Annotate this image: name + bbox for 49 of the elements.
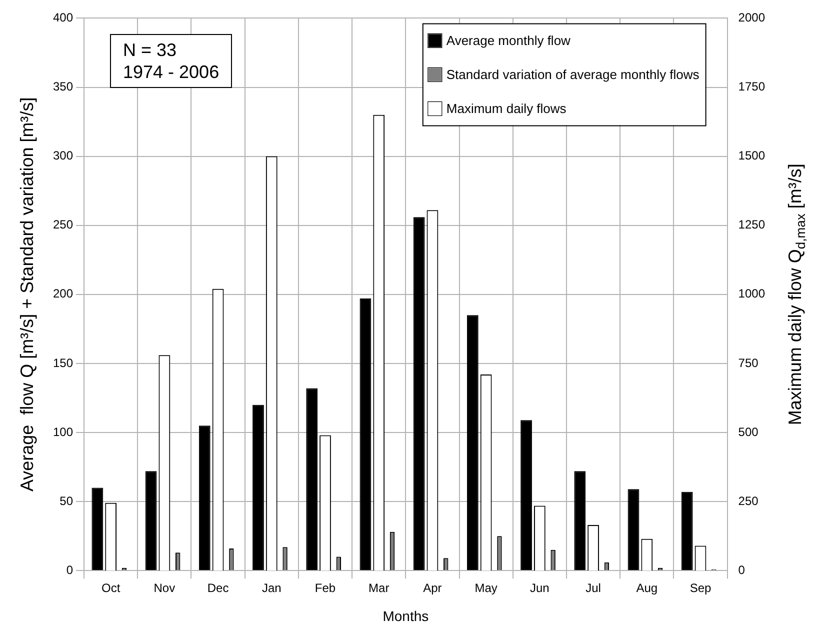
bar (574, 471, 586, 570)
x-tick-label: Mar (368, 581, 390, 596)
legend-label: Standard variation of average monthly flows (446, 66, 700, 82)
bar (681, 492, 693, 570)
bar (466, 315, 478, 570)
y2-axis-title: Maximum daily flow Qd,max [m³/s] (784, 164, 808, 426)
x-tick-label: Jul (586, 581, 601, 596)
legend-label: Average monthly flow (446, 32, 572, 48)
bar (628, 489, 640, 570)
x-tick-label: Aug (636, 581, 658, 596)
bar (198, 426, 210, 570)
y-tick-label: 0 (66, 562, 74, 577)
x-tick-label: Jan (262, 581, 282, 596)
y2-tick-label: 500 (738, 424, 759, 439)
y-tick-label: 350 (52, 80, 74, 94)
y-tick-label: 300 (52, 148, 74, 163)
y2-tick-label: 1000 (738, 286, 766, 301)
y2-tick-label: 1250 (738, 218, 766, 232)
bar (520, 420, 532, 570)
x-tick-label: Sep (690, 581, 712, 596)
y2-tick-label: 1750 (738, 80, 766, 94)
x-tick-label: Apr (423, 581, 442, 596)
bar (145, 471, 157, 570)
x-tick-label: Jun (530, 581, 550, 596)
y-tick-label: 200 (52, 286, 74, 301)
bar (360, 298, 372, 570)
y-tick-label: 250 (52, 218, 74, 232)
y2-tick-label: 250 (738, 494, 759, 508)
bar (92, 488, 104, 570)
y-axis-title: Average flow Q [m³/s] + Standard variation [m³/s] (16, 97, 37, 492)
x-tick-label: Feb (314, 581, 336, 596)
y2-tick-label: 750 (738, 356, 759, 370)
x-axis-title: Months (382, 608, 429, 624)
y2-tick-label: 0 (738, 562, 746, 577)
x-tick-label: May (474, 581, 498, 596)
bar (252, 404, 264, 570)
y-tick-label: 50 (60, 494, 74, 508)
y-tick-label: 400 (52, 10, 74, 25)
y2-tick-label: 2000 (738, 10, 766, 25)
y-tick-label: 100 (52, 424, 74, 439)
bar (306, 388, 318, 570)
y2-tick-label: 1500 (738, 148, 766, 163)
legend-label: Maximum daily flows (446, 100, 567, 116)
x-tick-label: Dec (207, 581, 229, 596)
x-tick-label: Nov (154, 581, 176, 596)
annotation: N = 33 1974 - 2006 (110, 34, 232, 88)
y-tick-label: 150 (52, 356, 74, 370)
bar (413, 217, 425, 570)
x-tick-label: Oct (101, 581, 121, 596)
